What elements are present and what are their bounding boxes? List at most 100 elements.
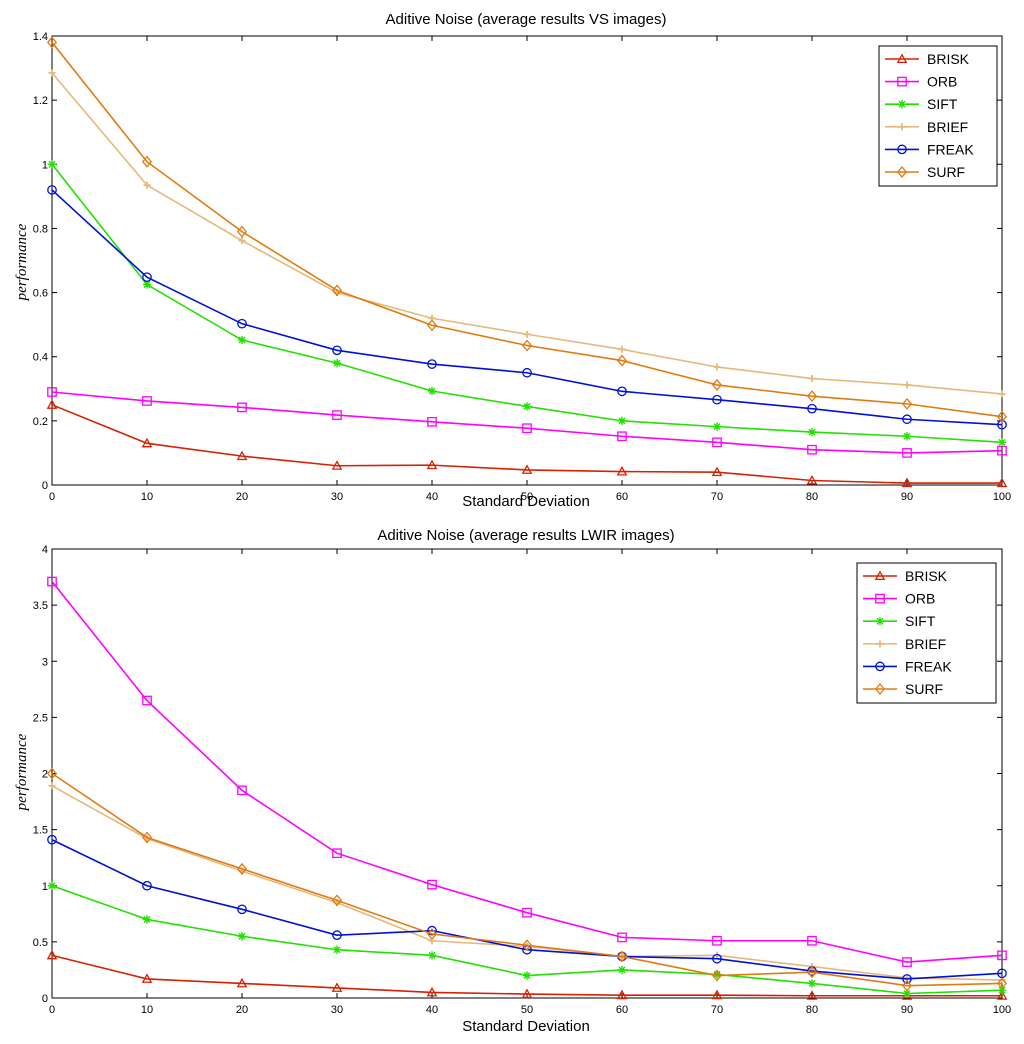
- series-brisk-point: [331, 460, 343, 470]
- x-tick-label: 0: [49, 491, 55, 503]
- x-tick-label: 60: [616, 491, 628, 503]
- y-tick-label: 0.8: [33, 223, 48, 235]
- legend-entry-brisk-marker: [874, 570, 886, 581]
- y-tick-label: 0.2: [33, 416, 48, 428]
- series-brisk-point: [46, 949, 58, 960]
- x-tick-label: 30: [331, 491, 343, 503]
- series-brief-point: [238, 237, 246, 245]
- series-orb-point: [617, 431, 627, 442]
- legend-entry-sift-label: SIFT: [927, 96, 958, 112]
- legend-entry-sift: SIFT: [885, 96, 958, 112]
- series-surf-line: [51, 41, 1003, 418]
- series-surf-point: [806, 966, 818, 979]
- y-tick-label: 3.5: [33, 600, 48, 612]
- x-tick-label: 60: [616, 1004, 628, 1016]
- series-brief-point: [523, 330, 531, 338]
- chart-title: Aditive Noise (average results LWIR imag…: [377, 527, 674, 544]
- y-tick-label: 2.5: [33, 712, 48, 724]
- legend-entry-surf-label: SURF: [927, 164, 965, 180]
- x-tick-label: 80: [806, 1004, 818, 1016]
- legend: BRISK ORB SIFT BRIEF FREAK SURF: [878, 45, 998, 187]
- legend-entry-freak-marker: [875, 661, 885, 672]
- series-orb-point: [332, 848, 342, 859]
- series-freak-point: [427, 925, 437, 936]
- x-tick-label: 90: [901, 1004, 913, 1016]
- series-sift-point: [997, 438, 1007, 447]
- legend-entry-surf-label: SURF: [905, 681, 943, 697]
- series-surf-point: [331, 284, 343, 297]
- series-orb-point: [427, 879, 437, 890]
- y-tick-label: 0.4: [33, 352, 48, 364]
- series-sift-point: [617, 965, 627, 975]
- series-surf-point: [331, 894, 343, 907]
- series-sift-point: [522, 971, 532, 980]
- series-surf-point: [46, 36, 58, 49]
- series-freak-point: [712, 394, 722, 405]
- chart-title: Aditive Noise (average results VS images…: [386, 11, 667, 28]
- series-freak-point: [237, 318, 247, 329]
- y-tick-label: 0.6: [33, 288, 48, 300]
- axis-ticks: 0 10 20 30 40 50 60 70 80 90 100 0 0.2 0.4 0.6 0.8 1 1.2 1…: [33, 31, 1011, 503]
- series-brief-point: [713, 363, 721, 371]
- series-sift-point: [902, 432, 912, 441]
- y-tick-label: 1.5: [33, 825, 48, 837]
- series-surf-point: [141, 155, 153, 168]
- series-surf: [46, 767, 1008, 992]
- legend-entry-freak-label: FREAK: [905, 658, 952, 674]
- series-brisk-point: [996, 477, 1008, 488]
- series-orb-point: [47, 387, 57, 397]
- series-orb-point: [712, 437, 722, 448]
- legend-entry-brief: BRIEF: [863, 636, 946, 652]
- y-tick-label: 1: [42, 881, 48, 893]
- y-tick-label: 1.4: [33, 31, 48, 43]
- series-surf-point: [901, 397, 913, 410]
- legend-entry-orb: ORB: [863, 591, 935, 607]
- series-brief-point: [48, 69, 56, 77]
- series-brisk-point: [901, 477, 913, 488]
- series-brisk-point: [236, 977, 248, 988]
- legend-entry-brisk-label: BRISK: [905, 568, 948, 584]
- legend-entry-sift-marker: [875, 617, 885, 626]
- y-axis-label: performance: [14, 223, 30, 301]
- series-surf-point: [616, 354, 628, 367]
- series-surf-point: [236, 862, 248, 875]
- x-axis-label: Standard Deviation: [462, 1018, 590, 1035]
- chart-lwir-images: Aditive Noise (average results LWIR imag…: [14, 527, 1011, 1035]
- series-brief-point: [998, 390, 1006, 398]
- series-brisk-line: [51, 954, 1002, 997]
- x-tick-label: 50: [521, 1004, 533, 1016]
- series-sift-point: [142, 915, 152, 924]
- series-freak-line: [51, 189, 1003, 426]
- series-orb-point: [617, 932, 627, 943]
- legend-entry-brief-marker: [876, 640, 884, 648]
- series-surf-point: [711, 969, 723, 982]
- series-surf-point: [521, 939, 533, 952]
- x-tick-label: 80: [806, 491, 818, 503]
- series-brisk-point: [806, 474, 818, 485]
- y-tick-label: 2: [42, 769, 48, 781]
- x-tick-label: 70: [711, 1004, 723, 1016]
- series-sift-point: [902, 989, 912, 998]
- series-brisk-point: [616, 465, 628, 476]
- series-surf-point: [996, 977, 1008, 990]
- legend-entry-sift: SIFT: [863, 613, 936, 629]
- series-freak-point: [522, 367, 532, 378]
- legend-entry-surf-marker: [896, 165, 908, 179]
- series-surf-point: [521, 339, 533, 352]
- legend-entry-orb-label: ORB: [905, 591, 935, 607]
- series-surf: [46, 36, 1008, 423]
- series-sift-point: [712, 422, 722, 431]
- series-orb-line: [51, 391, 1003, 454]
- x-axis-label: Standard Deviation: [462, 493, 590, 510]
- series-brisk: [46, 949, 1008, 1000]
- legend-entry-freak: FREAK: [863, 658, 952, 674]
- series-surf-point: [46, 767, 58, 780]
- series-freak-point: [332, 930, 342, 940]
- series-orb-point: [902, 957, 912, 967]
- x-tick-label: 50: [521, 491, 533, 503]
- legend-entry-surf-marker: [874, 682, 886, 696]
- plot-area: [51, 548, 1003, 999]
- series-orb-point: [807, 444, 817, 455]
- series-brisk: [46, 399, 1008, 488]
- legend-entry-orb-marker: [897, 76, 907, 87]
